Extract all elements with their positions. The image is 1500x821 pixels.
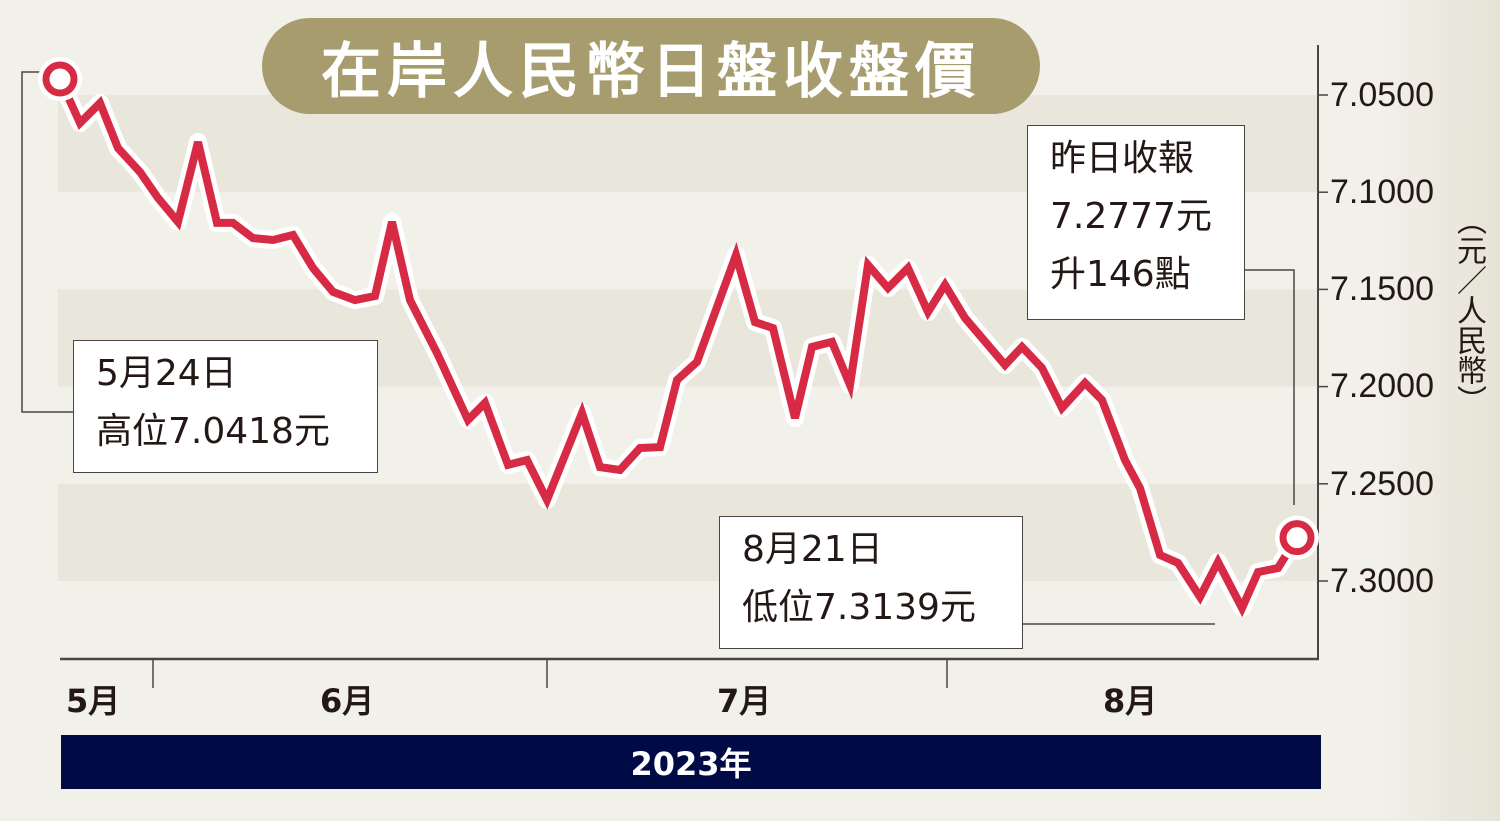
annotation-low: 8月21日 低位7.3139元: [719, 516, 1023, 649]
y-tick-label: 7.2500: [1330, 465, 1434, 503]
y-tick-label: 7.1500: [1330, 270, 1434, 308]
y-tick-label: 7.1000: [1330, 173, 1434, 211]
annotation-low-value: 低位7.3139元: [742, 587, 976, 628]
x-tick-label: 7月: [717, 682, 772, 720]
annotation-latest: 昨日收報 7.2777元 升146點: [1027, 125, 1245, 320]
annotation-high-date: 5月24日: [96, 353, 237, 394]
x-tick-label: 5月: [66, 682, 121, 720]
annotation-latest-change: 升146點: [1050, 254, 1191, 295]
annotation-low-date: 8月21日: [742, 529, 883, 570]
y-tick-label: 7.2000: [1330, 367, 1434, 405]
x-tick-label: 6月: [320, 682, 375, 720]
annotation-high-value: 高位7.0418元: [96, 411, 330, 452]
chart-title: 在岸人民幣日盤收盤價: [262, 18, 1040, 114]
y-axis-ticks: [1318, 94, 1328, 582]
year-label-bar: 2023年: [61, 735, 1321, 789]
y-tick-label: 7.0500: [1330, 76, 1434, 114]
annotation-latest-label: 昨日收報: [1050, 138, 1195, 179]
x-tick-label: 8月: [1103, 682, 1158, 720]
cny-close-line: [56, 75, 1301, 618]
annotation-high: 5月24日 高位7.0418元: [73, 340, 378, 473]
x-axis-month-dividers: [152, 659, 948, 688]
annotation-latest-value: 7.2777元: [1050, 196, 1212, 237]
annotation-leader-lines: [21, 71, 1295, 625]
y-axis-unit-label: （元／人民幣）: [1451, 205, 1486, 415]
highlight-markers: [38, 57, 1319, 560]
y-tick-label: 7.3000: [1330, 562, 1434, 600]
